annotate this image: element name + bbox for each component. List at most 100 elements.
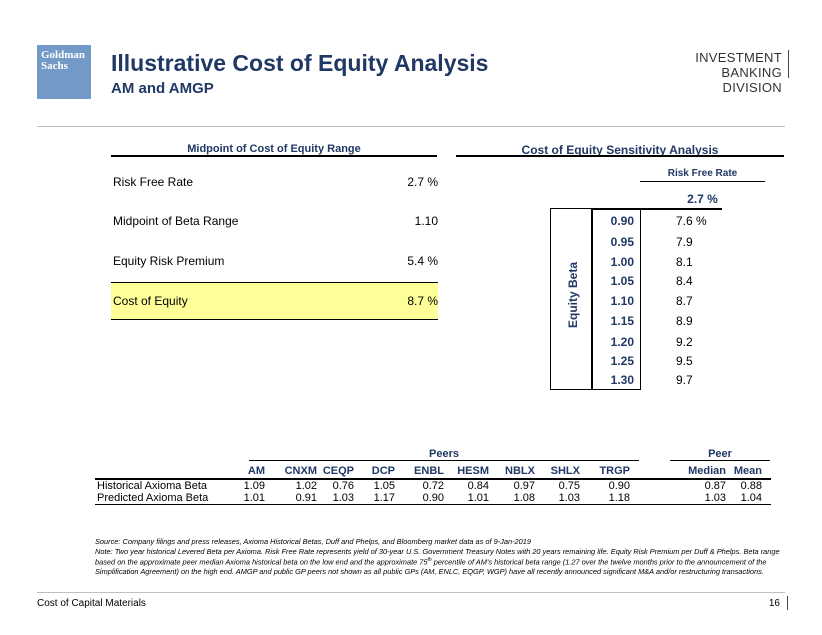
sensitivity-rate: 7.6 % [676,214,707,228]
peer-stats-group-header: Peer [708,448,732,460]
logo-line-1: Goldman [41,49,86,61]
column-header: Mean [733,465,762,477]
logo-line-2: Sachs [41,60,68,72]
footer-divider [37,592,785,593]
table-cell: 1.09 [243,480,265,492]
sensitivity-beta: 1.30 [610,373,634,387]
page-number-divider [787,596,788,610]
table-cell: 0.90 [422,492,444,504]
column-header: HESM [457,465,489,477]
table-cell: 0.72 [422,480,444,492]
table-cell: 0.97 [513,480,535,492]
division-line-1: INVESTMENT BANKING [695,50,782,80]
beta-midpoint-label: Midpoint of Beta Range [113,214,239,228]
sensitivity-rate: 9.2 [676,335,693,349]
table-cell: 1.03 [332,492,354,504]
page-title: Illustrative Cost of Equity Analysis [111,50,489,76]
page-subtitle: AM and AMGP [111,80,214,97]
cost-of-equity-highlight [111,282,438,320]
table-cell: 0.84 [467,480,489,492]
column-header: CEQP [322,465,354,477]
sensitivity-beta: 1.20 [610,335,634,349]
table-header-rule [95,478,771,480]
sensitivity-beta: 1.15 [610,314,634,328]
sensitivity-rate: 8.9 [676,314,693,328]
column-header: CNXM [284,465,317,477]
risk-free-rate-label: Risk Free Rate [113,175,194,189]
goldman-sachs-logo: Goldman Sachs [37,45,91,99]
table-cell: 0.76 [332,480,354,492]
table-cell: 0.87 [704,480,726,492]
sensitivity-rate: 8.4 [676,274,693,288]
table-cell: 0.75 [558,480,580,492]
division-line-2: DIVISION [722,80,782,95]
sensitivity-column-label-rule [640,181,765,182]
table-cell: 1.17 [373,492,395,504]
table-cell: 1.05 [373,480,395,492]
sensitivity-grid-line [640,208,641,390]
peers-group-header: Peers [429,448,459,460]
table-cell: 0.88 [740,480,762,492]
table-cell: 1.03 [558,492,580,504]
sensitivity-column-label: Risk Free Rate [667,168,738,179]
sensitivity-grid-line [592,208,593,390]
sensitivity-column-value: 2.7 % [687,192,718,206]
peer-stats-group-rule [670,460,770,461]
column-header: ENBL [414,465,444,477]
right-panel-title: Cost of Equity Sensitivity Analysis [521,143,719,157]
table-cell: 0.91 [295,492,317,504]
table-cell: 1.01 [467,492,489,504]
sensitivity-rate: 8.1 [676,255,693,269]
sensitivity-grid-line [592,389,641,390]
beta-axis-box [550,208,592,390]
equity-risk-premium-value: 5.4 % [407,254,438,268]
right-panel-title-rule [456,155,784,157]
table-cell: 1.04 [740,492,762,504]
table-cell: 1.01 [243,492,265,504]
column-header: DCP [371,465,395,477]
division-label: INVESTMENT BANKING DIVISION [650,50,782,95]
cost-of-equity-label: Cost of Equity [113,294,188,308]
sensitivity-beta: 1.25 [610,354,634,368]
sensitivity-beta: 0.90 [610,214,634,228]
source-note: Source: Company filings and press releas… [95,537,531,546]
footer-document-title: Cost of Capital Materials [37,598,146,609]
table-cell: 0.90 [608,480,630,492]
peers-group-rule [249,460,639,461]
beta-axis-label: Equity Beta [566,262,580,329]
table-cell: 1.18 [608,492,630,504]
sensitivity-beta: 1.10 [610,294,634,308]
sensitivity-rate: 8.7 [676,294,693,308]
historical-beta-label: Historical Axioma Beta [97,480,208,492]
sensitivity-beta: 1.00 [610,255,634,269]
left-panel-title-rule [111,155,437,157]
sensitivity-rate: 9.5 [676,354,693,368]
beta-midpoint-value: 1.10 [414,214,438,228]
note-text-part-2: percentile of AM’s historical beta range… [95,557,767,577]
left-panel-title: Midpoint of Cost of Equity Range [187,143,361,155]
note-text-part-1: Note: Two year historical Levered Beta p… [95,546,780,567]
sensitivity-beta: 1.05 [610,274,634,288]
cost-of-equity-value: 8.7 % [407,294,438,308]
page-number: 16 [768,598,780,609]
footnotes: Source: Company filings and press releas… [95,537,785,577]
predicted-beta-label: Predicted Axioma Beta [97,492,209,504]
column-header: NBLX [505,465,535,477]
methodology-note: Note: Two year historical Levered Beta p… [95,547,785,577]
header-divider [37,126,785,127]
column-header: TRGP [599,465,630,477]
sensitivity-header-rule [592,208,722,210]
table-cell: 1.08 [513,492,535,504]
equity-risk-premium-label: Equity Risk Premium [113,254,225,268]
sensitivity-rate: 9.7 [676,373,693,387]
sensitivity-rate: 7.9 [676,235,693,249]
division-divider [788,50,789,78]
column-header: AM [247,465,265,477]
note-superscript: th [427,557,432,564]
table-cell: 1.02 [295,480,317,492]
table-bottom-rule [95,504,771,505]
table-cell: 1.03 [704,492,726,504]
risk-free-rate-value: 2.7 % [407,175,438,189]
sensitivity-beta: 0.95 [610,235,634,249]
column-header: SHLX [550,465,580,477]
